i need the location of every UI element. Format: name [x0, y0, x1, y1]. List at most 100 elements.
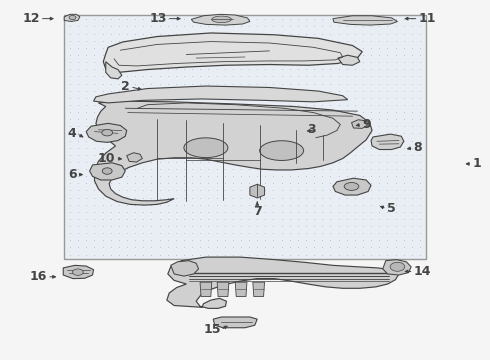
Point: [286, 38, 294, 44]
Point: [82, 216, 90, 222]
Point: [131, 66, 139, 72]
Point: [91, 138, 98, 143]
Point: [408, 17, 416, 22]
Point: [253, 138, 261, 143]
Point: [107, 81, 115, 86]
Point: [335, 24, 343, 30]
Point: [196, 223, 204, 229]
Point: [188, 180, 196, 186]
Point: [302, 159, 310, 165]
Point: [335, 131, 343, 136]
Point: [278, 31, 286, 36]
Point: [262, 152, 270, 158]
Point: [310, 188, 318, 193]
Point: [229, 152, 237, 158]
Point: [164, 38, 171, 44]
Point: [188, 66, 196, 72]
Point: [375, 17, 383, 22]
Point: [351, 138, 359, 143]
Point: [66, 38, 74, 44]
Text: 12: 12: [22, 12, 40, 25]
Point: [220, 59, 228, 65]
Point: [188, 17, 196, 22]
Point: [180, 159, 188, 165]
Point: [139, 145, 147, 150]
Point: [392, 188, 399, 193]
Point: [220, 131, 228, 136]
Point: [367, 252, 375, 257]
Point: [196, 88, 204, 94]
Point: [188, 59, 196, 65]
Point: [196, 95, 204, 101]
Point: [310, 238, 318, 243]
Point: [66, 73, 74, 79]
Point: [139, 102, 147, 108]
Point: [204, 31, 212, 36]
Point: [253, 38, 261, 44]
Polygon shape: [191, 14, 250, 25]
Point: [172, 52, 180, 58]
Point: [392, 88, 399, 94]
Point: [343, 95, 351, 101]
Point: [74, 73, 82, 79]
Point: [318, 223, 326, 229]
Point: [286, 17, 294, 22]
Point: [115, 102, 123, 108]
Point: [408, 152, 416, 158]
Point: [245, 216, 253, 222]
Point: [107, 216, 115, 222]
Point: [326, 17, 334, 22]
Point: [107, 238, 115, 243]
Point: [400, 59, 408, 65]
Point: [147, 138, 155, 143]
Point: [196, 230, 204, 236]
Point: [147, 24, 155, 30]
Point: [302, 59, 310, 65]
Point: [220, 216, 228, 222]
Point: [367, 159, 375, 165]
Point: [400, 38, 408, 44]
Point: [229, 81, 237, 86]
Point: [172, 24, 180, 30]
Point: [318, 145, 326, 150]
Point: [310, 244, 318, 250]
Point: [302, 81, 310, 86]
Point: [74, 24, 82, 30]
Point: [253, 116, 261, 122]
Point: [131, 252, 139, 257]
Point: [196, 244, 204, 250]
Point: [375, 109, 383, 115]
Point: [302, 95, 310, 101]
Point: [164, 180, 171, 186]
Point: [74, 223, 82, 229]
Point: [286, 252, 294, 257]
Point: [359, 52, 367, 58]
Point: [318, 230, 326, 236]
Point: [416, 38, 424, 44]
Point: [213, 230, 220, 236]
Point: [91, 145, 98, 150]
Point: [384, 244, 392, 250]
Point: [245, 188, 253, 193]
Point: [318, 116, 326, 122]
Point: [400, 202, 408, 208]
Point: [392, 17, 399, 22]
Point: [351, 45, 359, 51]
Point: [375, 66, 383, 72]
Point: [115, 173, 123, 179]
Ellipse shape: [344, 183, 359, 190]
Point: [91, 180, 98, 186]
Point: [375, 202, 383, 208]
Point: [229, 116, 237, 122]
Point: [408, 109, 416, 115]
Point: [204, 223, 212, 229]
Point: [326, 73, 334, 79]
Point: [91, 244, 98, 250]
Text: 11: 11: [418, 12, 436, 25]
Point: [335, 202, 343, 208]
Point: [400, 123, 408, 129]
Point: [229, 180, 237, 186]
Point: [294, 244, 302, 250]
Point: [392, 180, 399, 186]
Point: [318, 159, 326, 165]
